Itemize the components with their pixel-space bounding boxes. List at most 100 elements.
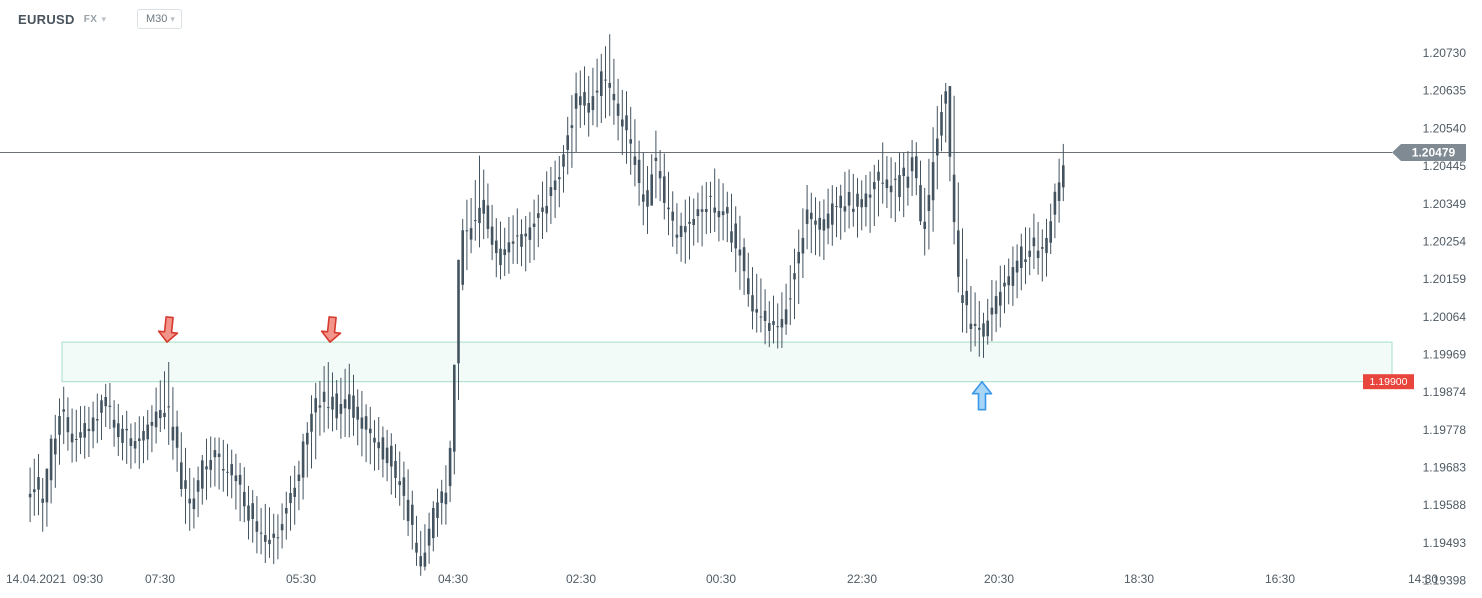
candle: [574, 72, 578, 153]
candle: [230, 449, 233, 499]
candle: [482, 169, 485, 240]
price-axis[interactable]: 1.20730 1.20635 1.20540 1.20445 1.20349 1.202…: [1423, 46, 1467, 587]
chart-header: EURUSD FX ▾ M30 ▾: [18, 9, 182, 29]
alert-price-label: 1.19900: [1370, 376, 1408, 388]
candle: [511, 215, 515, 264]
candle: [335, 380, 338, 431]
candle: [881, 142, 884, 204]
buy-arrow-1-icon[interactable]: [971, 380, 993, 411]
candle: [797, 229, 800, 304]
candle: [671, 191, 674, 247]
candle: [1041, 229, 1044, 282]
candle: [835, 187, 838, 238]
timeframe-label: M30: [146, 13, 168, 25]
time-tick-label: 02:30: [566, 572, 596, 586]
candle: [66, 397, 70, 451]
candle: [49, 434, 53, 504]
candle: [251, 490, 254, 543]
candle: [243, 467, 246, 523]
market-label: FX: [83, 13, 98, 25]
candle: [201, 455, 204, 505]
candle: [461, 218, 464, 291]
candle: [167, 362, 170, 445]
price-tick-label: 1.20540: [1423, 121, 1467, 135]
candle: [616, 78, 620, 141]
price-tick-label: 1.20254: [1423, 235, 1467, 249]
candle: [654, 130, 658, 199]
candle: [898, 152, 901, 212]
price-tick-label: 1.20064: [1423, 310, 1467, 324]
candle: [982, 312, 985, 358]
candle: [381, 426, 385, 478]
symbol-label[interactable]: EURUSD: [18, 11, 75, 27]
candle: [91, 401, 95, 449]
candle: [54, 414, 57, 488]
candle: [805, 185, 809, 250]
candle: [448, 440, 452, 503]
candle: [734, 206, 737, 273]
candle: [541, 181, 544, 239]
time-tick-label: 04:30: [438, 572, 468, 586]
candle: [923, 187, 926, 256]
sell-arrow-1-icon[interactable]: [157, 316, 180, 343]
candle: [1032, 213, 1036, 269]
price-zone-rect[interactable]: [61, 341, 1393, 383]
price-tick-label: 1.20445: [1423, 159, 1467, 173]
candle: [873, 164, 876, 226]
candle: [490, 204, 494, 261]
candle: [595, 58, 599, 128]
candle: [352, 374, 355, 436]
candle: [247, 485, 250, 540]
candle: [1036, 222, 1040, 275]
sell-arrow-2-icon[interactable]: [320, 316, 343, 343]
candle: [726, 191, 729, 243]
candle: [142, 416, 145, 464]
candle: [675, 203, 679, 254]
candle: [318, 380, 322, 436]
candle: [297, 460, 301, 511]
candle: [936, 106, 939, 190]
time-tick-label: 20:30: [984, 572, 1014, 586]
candle: [961, 228, 964, 333]
candle: [1049, 203, 1052, 254]
candle: [965, 258, 968, 334]
candle: [524, 216, 527, 272]
candle: [776, 303, 779, 349]
candle: [314, 382, 317, 460]
candle: [343, 368, 347, 437]
candle: [238, 462, 242, 522]
time-tick-label: 18:30: [1124, 572, 1154, 586]
candle: [222, 439, 225, 492]
candle: [280, 503, 284, 549]
price-tick-label: 1.19969: [1423, 347, 1467, 361]
candle: [87, 406, 91, 457]
price-tick-label: 1.20635: [1423, 84, 1467, 98]
candle: [213, 437, 217, 487]
candle: [411, 490, 414, 550]
candle: [528, 211, 532, 263]
candle: [549, 167, 553, 224]
candle: [650, 154, 653, 206]
candle: [175, 410, 179, 472]
time-tick-label: 16:30: [1265, 572, 1295, 586]
time-tick-label: 00:30: [706, 572, 736, 586]
current-price-label: 1.20479: [1412, 146, 1456, 160]
time-tick-label: 14:30: [1408, 572, 1438, 586]
candle: [171, 387, 175, 460]
candle: [205, 438, 208, 500]
candle: [583, 66, 586, 126]
candle: [117, 403, 120, 456]
candle: [768, 301, 771, 348]
candle: [600, 53, 603, 123]
market-caret-icon[interactable]: ▾: [101, 13, 107, 24]
time-axis[interactable]: 14.04.2021 09:30 07:30 05:30 04:30 02:30 00:30…: [6, 572, 1438, 586]
candle: [79, 406, 82, 455]
candle: [553, 160, 557, 218]
price-tick-label: 1.19778: [1423, 423, 1467, 437]
candle: [822, 199, 826, 260]
candle: [154, 387, 158, 444]
timeframe-caret-icon: ▾: [170, 13, 175, 24]
candle: [852, 173, 855, 227]
timeframe-button[interactable]: M30 ▾: [137, 9, 182, 29]
